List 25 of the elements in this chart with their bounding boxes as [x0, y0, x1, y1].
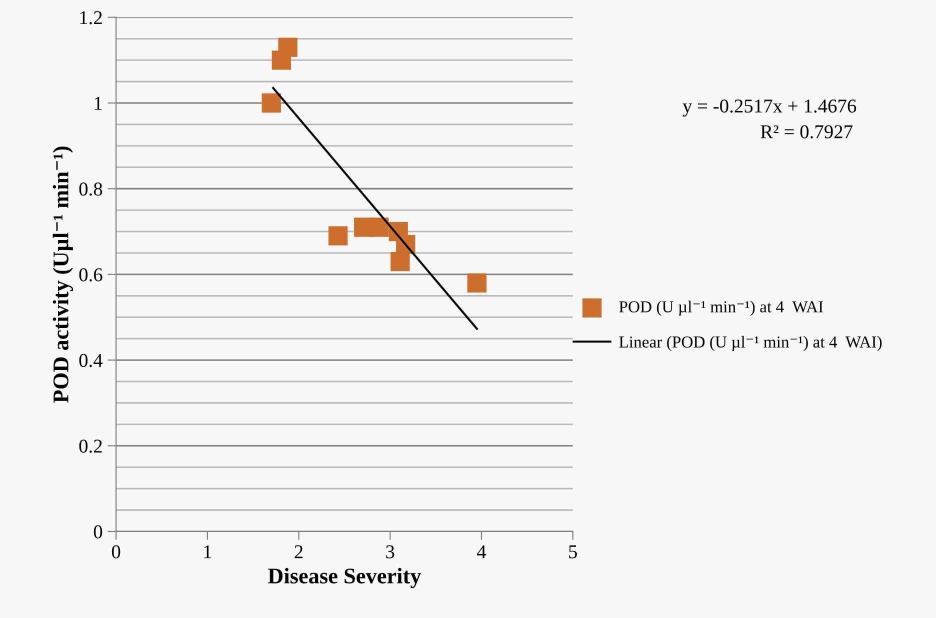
legend-label: POD (U µl⁻¹ min⁻¹) at 4 WAI: [619, 300, 824, 316]
point: [278, 38, 298, 57]
x-tick-label: 1: [204, 545, 212, 558]
y-tick-label: 0: [94, 525, 102, 538]
x-axis-title: Disease Severity: [268, 568, 422, 588]
x-tick-label: 5: [569, 545, 577, 558]
y-tick-label: 0.6: [79, 268, 102, 282]
point: [390, 252, 410, 272]
x-tick-label: 3: [386, 545, 394, 558]
legend-label: Linear (POD (U µl⁻¹ min⁻¹) at 4 WAI): [619, 336, 882, 352]
y-tick-label: 0.2: [79, 440, 102, 453]
point: [370, 218, 389, 237]
point: [262, 93, 281, 113]
point: [328, 226, 348, 246]
y-tick-label: 1: [94, 96, 102, 110]
y-axis-title: POD activity (Uµl⁻¹ min⁻¹): [52, 146, 74, 403]
y-tick-label: 1.2: [80, 11, 102, 24]
y-tick-label: 0.8: [79, 182, 102, 196]
x-tick-label: 4: [476, 545, 486, 558]
x-tick-label: 0: [112, 545, 120, 558]
x-tick-label: 2: [294, 545, 303, 558]
text: y = -0.2517x + 1.4676: [682, 99, 856, 117]
point: [467, 273, 486, 293]
y-tick-label: 0.4: [79, 354, 103, 368]
text: R² = 0.7927: [760, 125, 853, 138]
